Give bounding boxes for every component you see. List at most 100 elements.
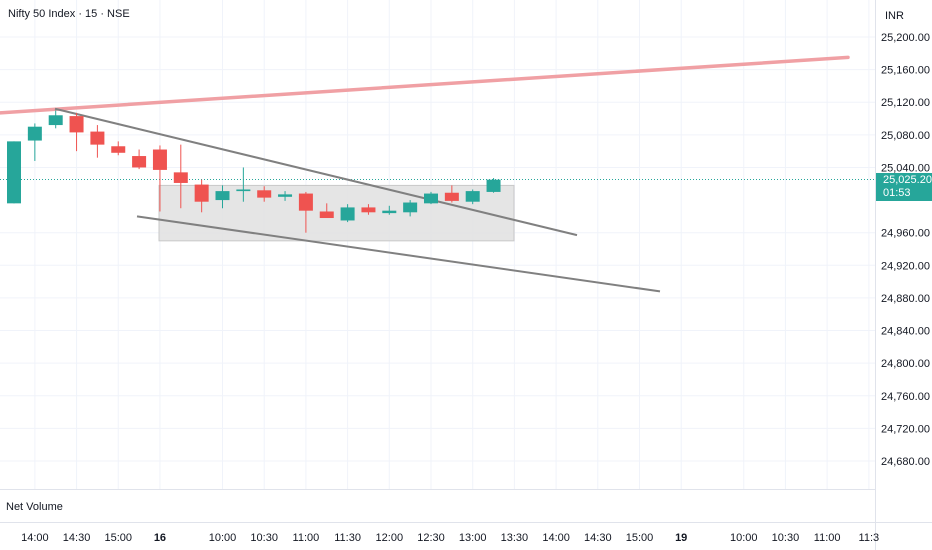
candle-body <box>132 156 147 168</box>
last-price-tag: 25,025.20 01:53 <box>876 173 932 201</box>
price-tick-label: 24,920.00 <box>881 260 930 272</box>
lower-trendline <box>136 215 661 293</box>
candle-body <box>361 207 376 213</box>
candles <box>7 110 501 233</box>
time-tick-label: 10:00 <box>209 532 237 544</box>
drawings[interactable] <box>0 55 850 293</box>
price-tick-label: 24,960.00 <box>881 228 930 240</box>
candle <box>48 110 63 129</box>
price-tick-label: 25,200.00 <box>881 32 930 44</box>
candle <box>152 145 167 212</box>
time-tick-label: 11:30 <box>334 532 361 544</box>
candle <box>278 191 293 201</box>
time-tick-label: 12:00 <box>376 532 404 544</box>
candle <box>173 144 188 209</box>
candle <box>111 141 126 156</box>
time-tick-label: 10:30 <box>250 532 278 544</box>
candle-body <box>194 184 209 202</box>
last-price-value: 25,025.20 <box>883 174 932 186</box>
candle-body <box>69 116 84 133</box>
candle <box>236 167 251 202</box>
candle <box>69 112 84 152</box>
time-tick-label: 14:00 <box>21 532 49 544</box>
currency-label[interactable]: INR <box>885 10 904 22</box>
candle <box>7 141 21 204</box>
candle-body <box>257 190 272 198</box>
candle-body <box>278 194 293 197</box>
price-tick-label: 25,120.00 <box>881 97 930 109</box>
price-axis-divider <box>875 0 876 550</box>
time-tick-label: 11:3 <box>859 532 880 544</box>
price-tick-label: 25,040.00 <box>881 162 930 174</box>
time-tick-label: 16 <box>154 532 166 544</box>
candle <box>319 203 334 219</box>
price-tick-label: 25,080.00 <box>881 130 930 142</box>
candle-body <box>48 115 63 126</box>
time-tick-label: 11:00 <box>293 532 320 544</box>
price-tick-label: 24,800.00 <box>881 358 930 370</box>
rectangle-drawing <box>158 184 515 242</box>
candle-body <box>403 202 418 213</box>
time-axis-divider <box>0 522 932 523</box>
time-tick-label: 12:30 <box>417 532 445 544</box>
time-tick-label: 14:30 <box>584 532 612 544</box>
price-tick-label: 24,680.00 <box>881 456 930 468</box>
price-tick-label: 24,840.00 <box>881 326 930 338</box>
price-tick-label: 25,160.00 <box>881 65 930 77</box>
candle <box>465 189 480 205</box>
time-tick-label: 14:00 <box>542 532 570 544</box>
time-axis[interactable]: 14:00 14:30 15:00 16 10:00 10:30 11:00 11:30 12:… <box>21 532 879 544</box>
candle-body <box>90 131 105 145</box>
price-tick-label: 24,880.00 <box>881 293 930 305</box>
time-tick-label: 10:30 <box>772 532 800 544</box>
candle-body <box>444 192 459 201</box>
candle-body <box>152 149 167 170</box>
candle <box>340 204 355 223</box>
price-axis[interactable]: 25,200.00 25,160.00 25,120.00 25,080.00 25,0… <box>881 32 930 468</box>
candle <box>424 191 438 205</box>
candle <box>27 123 42 161</box>
time-tick-label: 13:00 <box>459 532 487 544</box>
time-tick-label: 10:00 <box>730 532 758 544</box>
candle-body <box>27 126 42 141</box>
candle-body <box>173 172 188 183</box>
time-tick-label: 11:00 <box>814 532 841 544</box>
candle <box>382 205 397 215</box>
candle-body <box>298 193 313 211</box>
candle-body <box>465 191 480 202</box>
time-tick-label: 15:00 <box>626 532 654 544</box>
candle-body <box>424 193 438 204</box>
candle <box>132 149 147 170</box>
symbol-title[interactable]: Nifty 50 Index · 15 · NSE <box>8 8 130 20</box>
time-tick-label: 19 <box>675 532 687 544</box>
candle-body <box>215 191 230 201</box>
candle-body <box>382 210 397 214</box>
candle <box>361 204 376 215</box>
resistance-trendline <box>0 55 850 115</box>
price-tick-label: 24,720.00 <box>881 423 930 435</box>
candle <box>403 200 418 217</box>
candle <box>444 185 459 203</box>
candle-body <box>7 141 21 204</box>
candle-body <box>319 211 334 219</box>
candle <box>298 191 313 233</box>
net-volume-label[interactable]: Net Volume <box>6 501 63 513</box>
candle-body <box>236 189 251 192</box>
candle <box>194 179 209 213</box>
candle-body <box>486 179 501 192</box>
upper-trendline <box>54 107 578 237</box>
price-tick-label: 24,760.00 <box>881 391 930 403</box>
bar-countdown: 01:53 <box>883 187 911 199</box>
candle <box>215 185 230 209</box>
candle <box>486 178 501 193</box>
pane-divider <box>0 489 875 490</box>
time-tick-label: 14:30 <box>63 532 91 544</box>
time-tick-label: 13:30 <box>501 532 529 544</box>
candle <box>90 125 105 158</box>
candle-body <box>111 146 126 153</box>
chart-grid <box>0 0 875 489</box>
candle-body <box>340 207 355 221</box>
candle <box>257 186 272 202</box>
time-tick-label: 15:00 <box>104 532 132 544</box>
